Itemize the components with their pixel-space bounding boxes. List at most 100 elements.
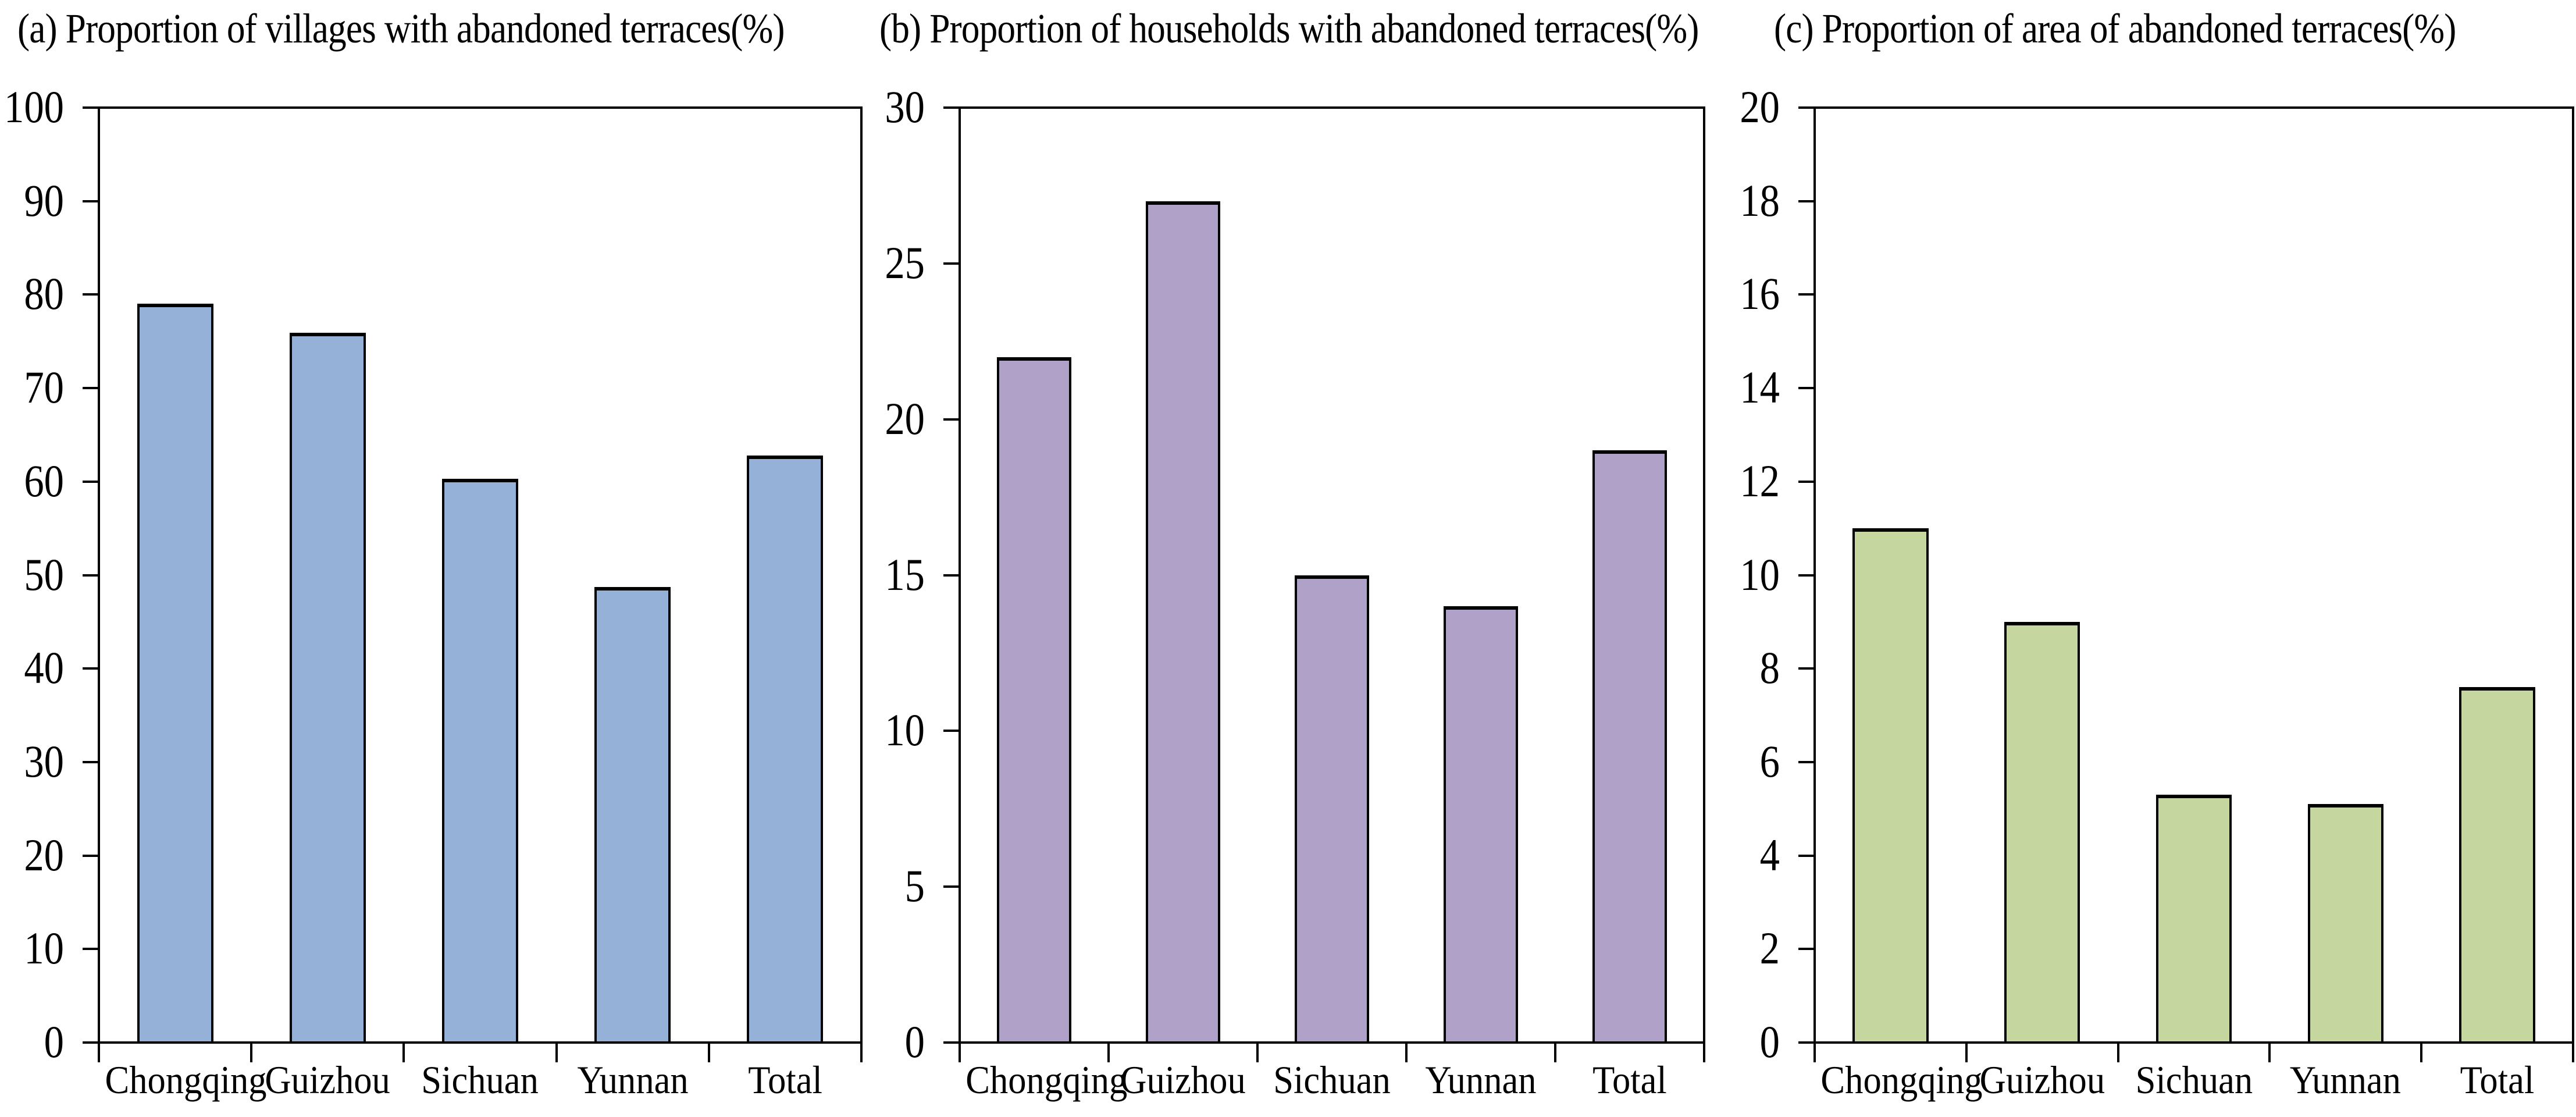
x-axis-tick <box>1107 1043 1110 1062</box>
y-axis-tick <box>1798 574 1816 577</box>
y-axis-tick-label: 0 <box>44 1016 64 1067</box>
x-axis-tick <box>1405 1043 1408 1062</box>
x-category-label: Sichuan <box>1273 1058 1391 1102</box>
x-category-label: Total <box>2460 1058 2535 1102</box>
y-axis-tick-label: 60 <box>24 455 64 506</box>
y-axis-tick-label: 16 <box>1740 268 1780 319</box>
y-axis-tick <box>943 574 961 577</box>
x-category-label: Sichuan <box>421 1058 539 1102</box>
chart-title-a: (a) Proportion of villages with abandone… <box>17 5 785 52</box>
y-axis-tick <box>1798 293 1816 296</box>
y-axis-tick <box>1798 948 1816 951</box>
bar-sichuan <box>441 478 519 1044</box>
chart-title-b: (b) Proportion of households with abando… <box>879 5 1699 52</box>
y-axis-tick <box>83 667 100 670</box>
y-axis-tick-label: 12 <box>1740 455 1780 506</box>
bar-yunnan <box>594 587 671 1044</box>
y-axis-tick-label: 6 <box>1759 735 1780 787</box>
x-axis-tick <box>98 1043 100 1062</box>
x-axis-tick <box>2572 1043 2574 1062</box>
y-axis-tick <box>83 760 100 763</box>
bar-sichuan <box>1295 575 1369 1044</box>
bar-guizhou <box>1146 201 1220 1044</box>
x-axis-tick <box>1965 1043 1968 1062</box>
y-axis-tick <box>1798 106 1816 109</box>
y-axis-tick-label: 100 <box>4 81 64 132</box>
y-axis-tick <box>83 293 100 296</box>
x-category-label: Guizhou <box>1120 1058 1246 1102</box>
bar-yunnan <box>1444 606 1518 1044</box>
y-axis-tick <box>943 730 961 732</box>
x-axis-tick <box>1703 1043 1705 1062</box>
y-axis-tick <box>83 854 100 857</box>
x-category-label: Chongqing <box>965 1058 1128 1102</box>
y-axis-tick <box>943 418 961 421</box>
y-axis-tick <box>1798 387 1816 390</box>
y-axis-tick <box>1798 760 1816 763</box>
y-axis-tick <box>1798 480 1816 483</box>
y-axis-tick-label: 10 <box>885 705 925 756</box>
y-axis-tick-label: 5 <box>904 860 925 912</box>
bar-guizhou <box>289 333 366 1044</box>
y-axis-tick-label: 50 <box>24 549 64 600</box>
x-category-label: Guizhou <box>1979 1058 2105 1102</box>
y-axis-tick <box>1798 667 1816 670</box>
y-axis-tick-label: 20 <box>24 829 64 880</box>
y-axis-tick-label: 90 <box>24 175 64 226</box>
y-axis-tick <box>943 262 961 265</box>
y-axis-tick-label: 80 <box>24 268 64 319</box>
x-axis-tick <box>959 1043 961 1062</box>
x-category-label: Total <box>1592 1058 1667 1102</box>
bar-chongqing <box>1852 528 1929 1044</box>
x-axis-tick <box>250 1043 253 1062</box>
bar-chongqing <box>137 304 213 1044</box>
y-axis-tick <box>83 480 100 483</box>
x-axis-tick <box>2117 1043 2119 1062</box>
y-axis-tick-label: 40 <box>24 642 64 693</box>
x-axis-tick <box>860 1043 863 1062</box>
y-axis-tick-label: 15 <box>885 549 925 600</box>
x-axis-tick <box>2268 1043 2271 1062</box>
x-category-label: Yunnan <box>1425 1058 1537 1102</box>
y-axis-tick-label: 30 <box>24 735 64 787</box>
x-axis-tick <box>555 1043 558 1062</box>
y-axis-tick-label: 20 <box>1740 81 1780 132</box>
x-category-label: Yunnan <box>2290 1058 2402 1102</box>
bar-total <box>2459 687 2535 1044</box>
y-axis-tick-label: 30 <box>885 81 925 132</box>
x-axis-tick <box>2420 1043 2423 1062</box>
bar-total <box>1592 450 1667 1044</box>
x-axis-tick <box>1554 1043 1556 1062</box>
y-axis-tick-label: 70 <box>24 362 64 413</box>
y-axis-tick <box>943 885 961 888</box>
x-category-label: Chongqing <box>1820 1058 1983 1102</box>
chart-title-c: (c) Proportion of area of abandoned terr… <box>1774 5 2456 52</box>
x-category-label: Yunnan <box>577 1058 689 1102</box>
y-axis-tick-label: 18 <box>1740 175 1780 226</box>
x-category-label: Chongqing <box>105 1058 267 1102</box>
y-axis-tick <box>1798 1041 1816 1044</box>
x-category-label: Total <box>748 1058 822 1102</box>
y-axis-tick-label: 2 <box>1759 923 1780 974</box>
bar-total <box>747 455 824 1044</box>
x-axis-tick <box>402 1043 405 1062</box>
y-axis-tick-label: 0 <box>904 1016 925 1067</box>
y-axis-tick <box>83 200 100 202</box>
x-category-label: Guizhou <box>265 1058 391 1102</box>
y-axis-tick <box>943 106 961 109</box>
y-axis-tick-label: 25 <box>885 237 925 288</box>
y-axis-tick <box>83 574 100 577</box>
y-axis-tick-label: 4 <box>1759 829 1780 880</box>
bar-chongqing <box>997 357 1071 1044</box>
y-axis-tick <box>83 106 100 109</box>
x-axis-tick <box>1256 1043 1259 1062</box>
y-axis-tick <box>943 1041 961 1044</box>
bar-sichuan <box>2155 795 2232 1044</box>
x-axis-tick <box>1813 1043 1816 1062</box>
x-axis-tick <box>707 1043 710 1062</box>
bar-guizhou <box>2004 621 2080 1044</box>
